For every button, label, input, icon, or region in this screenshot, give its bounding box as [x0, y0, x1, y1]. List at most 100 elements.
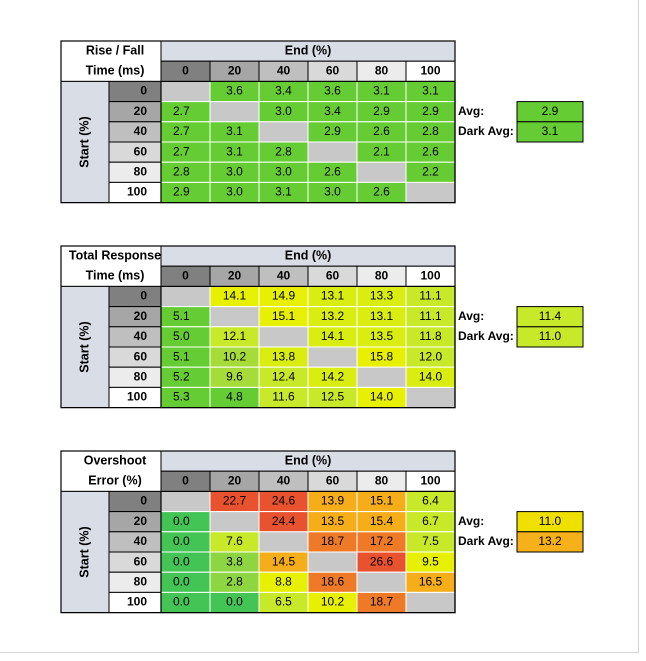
empty-cell	[356, 366, 407, 388]
column-header-label: 60	[326, 473, 340, 487]
column-header-label: 40	[277, 63, 291, 77]
column-header-label: 100	[420, 63, 440, 77]
data-label: 0.0	[173, 554, 190, 568]
data-label: 10.2	[223, 349, 247, 363]
column-header-label: 80	[375, 63, 389, 77]
data-label: 14.0	[419, 369, 443, 383]
row-header-label: 20	[134, 309, 148, 323]
row-header-label: 20	[134, 514, 148, 528]
data-label: 3.1	[422, 84, 439, 98]
data-label: 7.5	[422, 534, 439, 548]
data-label: 22.7	[223, 494, 247, 508]
data-label: 24.6	[272, 494, 296, 508]
empty-cell	[258, 531, 309, 553]
data-label: 2.6	[324, 164, 341, 178]
row-header-label: 100	[127, 185, 147, 199]
data-label: 3.6	[226, 84, 243, 98]
column-header-label: 100	[420, 473, 440, 487]
data-label: 2.9	[324, 124, 341, 138]
end-header-label: End (%)	[285, 453, 332, 467]
row-header-label: 40	[134, 124, 148, 138]
table-border	[60, 40, 456, 204]
empty-cell	[209, 511, 260, 533]
data-label: 2.7	[173, 124, 190, 138]
start-header-cell	[60, 490, 110, 614]
data-label: 0.0	[173, 595, 190, 609]
data-label: 13.3	[370, 289, 394, 303]
data-label: 6.5	[275, 595, 292, 609]
data-label: 4.8	[226, 390, 243, 404]
empty-cell	[307, 551, 358, 573]
data-label: 3.0	[226, 164, 243, 178]
summary-label: Avg:	[458, 104, 484, 118]
data-label: 2.8	[173, 164, 190, 178]
data-label: 0.0	[173, 514, 190, 528]
row-header-label: 80	[134, 369, 148, 383]
column-header-label: 40	[277, 268, 291, 282]
column-header-label: 100	[420, 268, 440, 282]
row-header-label: 100	[127, 390, 147, 404]
data-label: 5.1	[173, 309, 190, 323]
end-header-label: End (%)	[285, 43, 332, 57]
data-label: 3.6	[324, 84, 341, 98]
data-label: 13.2	[321, 309, 345, 323]
data-label: 13.8	[272, 349, 296, 363]
data-label: 14.5	[272, 554, 296, 568]
data-label: 6.7	[422, 514, 439, 528]
data-label: 3.4	[324, 104, 341, 118]
summary-label: Avg:	[458, 309, 484, 323]
row-header-label: 100	[127, 595, 147, 609]
empty-cell	[258, 326, 309, 348]
data-label: 3.1	[226, 144, 243, 158]
data-label: 3.0	[226, 185, 243, 199]
empty-cell	[405, 591, 456, 614]
summary-value-cell	[516, 121, 584, 143]
data-label: 2.9	[373, 104, 390, 118]
data-label: 11.1	[419, 289, 442, 303]
table-title-line: Rise / Fall	[86, 43, 144, 57]
table-border	[60, 245, 456, 409]
summary-label: Dark Avg:	[458, 534, 514, 548]
data-label: 2.8	[226, 574, 243, 588]
column-header-label: 80	[375, 473, 389, 487]
column-header-label: 20	[228, 268, 242, 282]
empty-cell	[307, 141, 358, 163]
data-label: 3.0	[275, 164, 292, 178]
data-label: 5.2	[173, 369, 190, 383]
data-label: 13.5	[321, 514, 345, 528]
data-label: 5.3	[173, 390, 190, 404]
empty-cell	[160, 490, 211, 513]
data-label: 14.9	[272, 289, 296, 303]
column-header-label: 0	[182, 268, 189, 282]
empty-cell	[307, 346, 358, 368]
data-label: 11.8	[419, 329, 442, 343]
summary-label: Dark Avg:	[458, 124, 514, 138]
summary-value: 13.2	[538, 534, 562, 548]
data-label: 3.8	[226, 554, 243, 568]
row-header-label: 60	[134, 349, 148, 363]
data-label: 15.1	[370, 494, 394, 508]
column-header-label: 60	[326, 268, 340, 282]
empty-cell	[160, 80, 211, 103]
row-header-label: 40	[134, 329, 148, 343]
row-header-label: 80	[134, 574, 148, 588]
data-label: 11.1	[419, 309, 442, 323]
data-label: 2.9	[422, 104, 439, 118]
data-label: 9.6	[226, 369, 243, 383]
data-label: 15.4	[370, 514, 394, 528]
data-label: 2.7	[173, 144, 190, 158]
column-header-label: 0	[182, 473, 189, 487]
data-label: 3.1	[373, 84, 390, 98]
data-label: 15.1	[272, 309, 296, 323]
data-label: 13.5	[370, 329, 394, 343]
data-label: 2.8	[275, 144, 292, 158]
table-title-line: Time (ms)	[86, 64, 145, 78]
column-header-label: 40	[277, 473, 291, 487]
data-label: 3.4	[275, 84, 292, 98]
data-label: 5.1	[173, 349, 190, 363]
row-header-label: 60	[134, 554, 148, 568]
data-label: 3.0	[324, 185, 341, 199]
summary-value: 3.1	[542, 124, 559, 138]
data-label: 14.1	[223, 289, 247, 303]
